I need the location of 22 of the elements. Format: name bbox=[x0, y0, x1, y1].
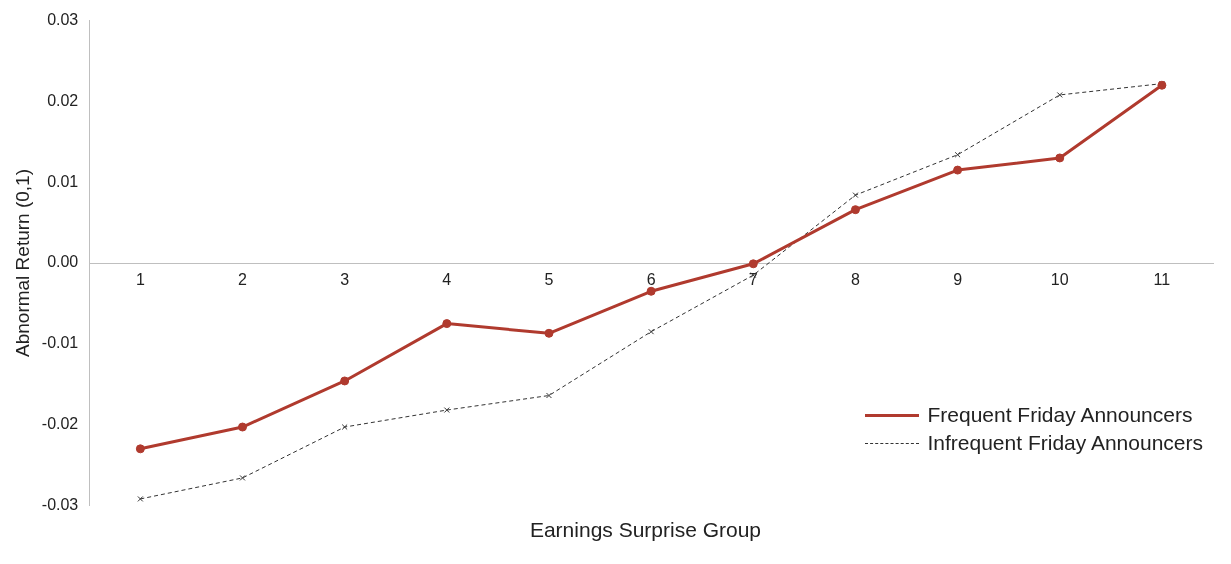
y-tick-label: -0.01 bbox=[41, 334, 79, 352]
x-tick-label: 11 bbox=[1153, 271, 1171, 289]
x-tick-label: 6 bbox=[646, 271, 656, 289]
x-tick-label: 10 bbox=[1050, 271, 1069, 289]
x-tick-label: 5 bbox=[544, 271, 554, 289]
y-tick-label: 0.02 bbox=[47, 91, 79, 109]
x-tick-label: 8 bbox=[851, 271, 860, 289]
y-tick-label: -0.03 bbox=[41, 495, 79, 513]
y-tick-label: -0.02 bbox=[41, 415, 79, 433]
legend-label: Frequent Friday Announcers bbox=[927, 403, 1193, 427]
y-tick-label: 0.01 bbox=[47, 172, 79, 190]
y-axis-title: Abnormal Return (0,1) bbox=[11, 169, 33, 357]
x-tick-label: 3 bbox=[340, 271, 350, 289]
x-tick-label: 4 bbox=[442, 271, 452, 289]
x-axis-title: Earnings Surprise Group bbox=[528, 518, 763, 542]
y-tick-label: 0.00 bbox=[47, 253, 79, 271]
x-tick-label: 2 bbox=[238, 271, 248, 289]
x-tick-label: 7 bbox=[748, 271, 758, 289]
legend-label: Infrequent Friday Announcers bbox=[927, 431, 1203, 455]
y-tick-label: 0.03 bbox=[47, 11, 79, 29]
x-tick-label: 1 bbox=[135, 271, 145, 289]
x-tick-label: 9 bbox=[953, 271, 963, 289]
